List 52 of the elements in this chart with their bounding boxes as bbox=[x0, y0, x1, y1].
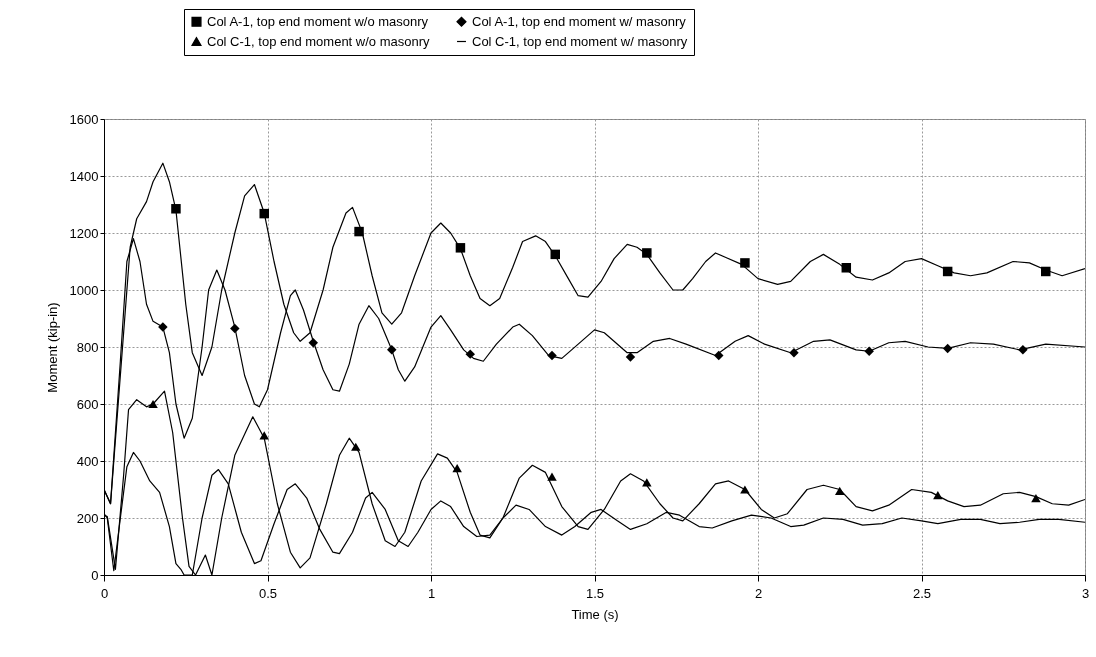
point bbox=[259, 431, 269, 440]
point bbox=[351, 442, 361, 451]
point bbox=[308, 337, 319, 348]
y-tick-label: 800 bbox=[76, 339, 99, 355]
x-tick-label: 2.5 bbox=[912, 585, 932, 601]
point bbox=[452, 464, 462, 473]
point bbox=[230, 323, 240, 334]
y-axis-title: Moment (kip-in) bbox=[44, 302, 60, 393]
legend-label: Col A-1, top end moment w/o masonry bbox=[207, 13, 429, 29]
point bbox=[625, 352, 636, 362]
x-tick-label: 0.5 bbox=[258, 585, 278, 601]
point bbox=[1018, 345, 1028, 355]
point bbox=[455, 243, 466, 253]
x-axis-title: Time (s) bbox=[571, 606, 619, 622]
point bbox=[259, 208, 269, 219]
point bbox=[841, 263, 852, 273]
point bbox=[1031, 493, 1041, 503]
x-tick-label: 2 bbox=[754, 585, 763, 601]
y-tick-label: 1600 bbox=[69, 111, 99, 127]
point bbox=[835, 486, 845, 496]
point bbox=[933, 491, 943, 500]
y-tick-label: 400 bbox=[76, 453, 99, 469]
point bbox=[465, 349, 475, 359]
y-tick-label: 200 bbox=[76, 510, 99, 526]
point bbox=[642, 248, 652, 258]
x-tick-label: 3 bbox=[1081, 585, 1090, 601]
y-tick-label: 1000 bbox=[69, 282, 99, 298]
x-tick-label: 1 bbox=[427, 585, 436, 601]
y-tick-label: 1400 bbox=[69, 168, 99, 184]
point bbox=[864, 346, 874, 357]
point bbox=[942, 266, 953, 277]
y-tick-label: 1200 bbox=[69, 225, 99, 241]
y-tick-label: 0 bbox=[91, 567, 99, 583]
x-tick-label: 0 bbox=[100, 585, 109, 601]
point bbox=[740, 485, 750, 494]
point bbox=[148, 399, 158, 409]
point bbox=[1041, 266, 1051, 277]
point bbox=[387, 345, 397, 355]
legend-label: Col C-1, top end moment w/ masonry bbox=[472, 33, 688, 49]
point bbox=[547, 350, 557, 361]
point bbox=[550, 249, 560, 260]
point bbox=[171, 204, 181, 214]
y-tick-label: 600 bbox=[76, 396, 99, 412]
point bbox=[547, 472, 557, 481]
point bbox=[942, 343, 953, 354]
legend-label: Col C-1, top end moment w/o masonry bbox=[207, 33, 431, 49]
point bbox=[789, 347, 799, 358]
legend-label: Col A-1, top end moment w/ masonry bbox=[472, 13, 687, 29]
point bbox=[714, 350, 724, 361]
point bbox=[354, 226, 364, 237]
x-tick-label: 1.5 bbox=[585, 585, 605, 601]
point bbox=[740, 258, 750, 268]
